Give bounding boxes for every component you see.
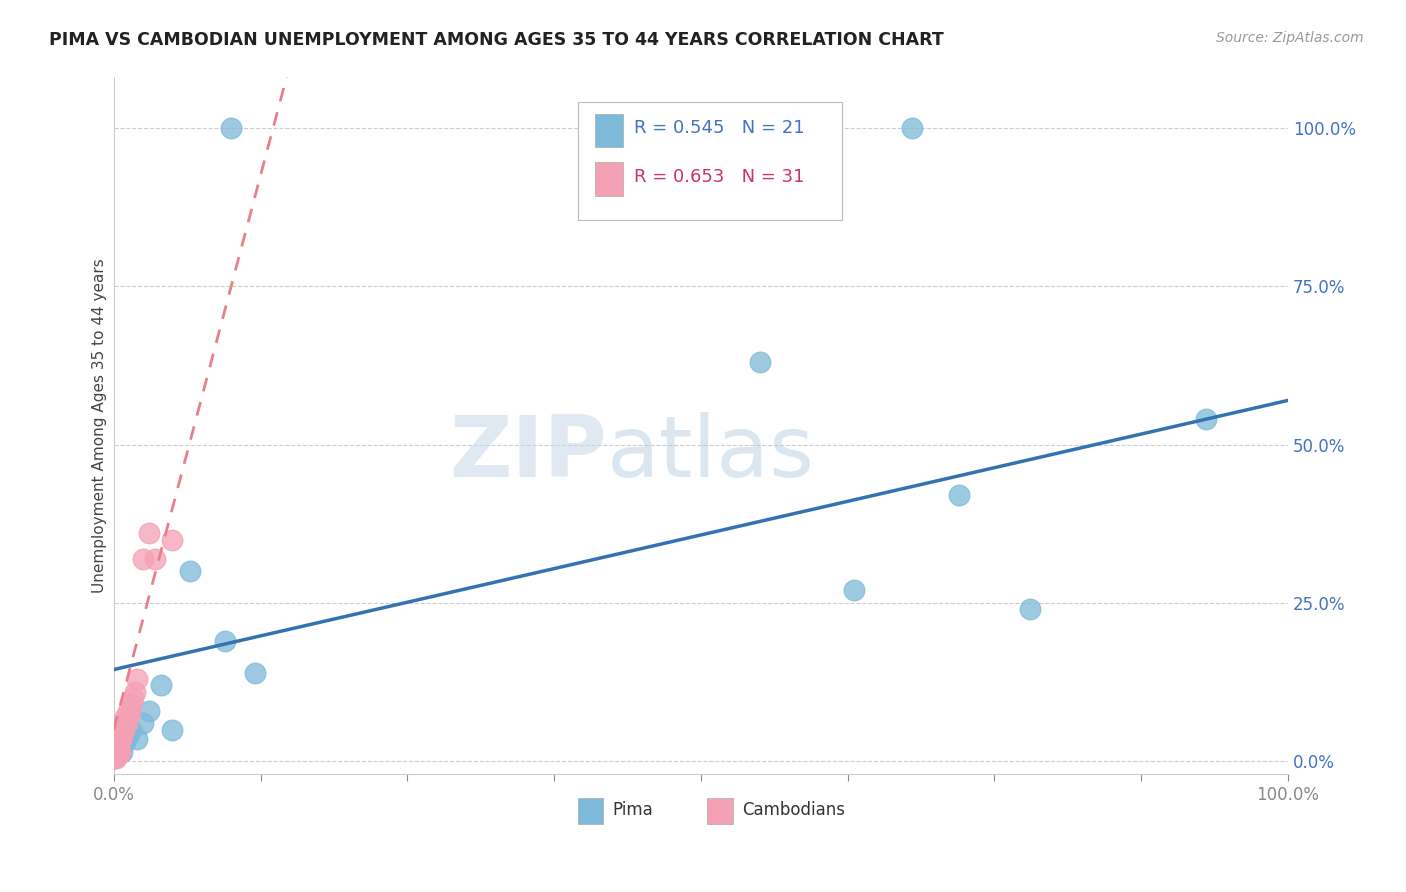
Point (143, 551, 166, 566)
Point (901, 121, 924, 136)
Point (214, 634, 236, 648)
Point (748, 355, 770, 369)
Point (132, 551, 155, 566)
Point (107, 747, 129, 762)
Y-axis label: Unemployment Among Ages 35 to 44 years: Unemployment Among Ages 35 to 44 years (93, 259, 107, 593)
Point (108, 741, 131, 756)
Point (108, 735, 131, 749)
Point (179, 565, 201, 579)
Point (120, 723, 142, 737)
Text: PIMA VS CAMBODIAN UNEMPLOYMENT AMONG AGES 35 TO 44 YEARS CORRELATION CHART: PIMA VS CAMBODIAN UNEMPLOYMENT AMONG AGE… (49, 31, 943, 49)
Point (111, 719, 134, 733)
Point (1195, 412, 1218, 426)
Text: R = 0.545   N = 21: R = 0.545 N = 21 (634, 120, 804, 137)
Point (112, 723, 135, 737)
Point (127, 672, 149, 686)
Point (132, 716, 155, 731)
Point (108, 729, 131, 743)
Point (127, 732, 149, 747)
Point (105, 751, 128, 765)
Text: R = 0.653   N = 31: R = 0.653 N = 31 (634, 168, 804, 186)
Point (121, 691, 143, 706)
Point (117, 729, 139, 743)
Bar (595, 113, 623, 147)
Point (110, 732, 132, 747)
Point (110, 723, 132, 737)
Text: atlas: atlas (607, 412, 815, 495)
Point (149, 678, 172, 692)
Point (104, 751, 127, 765)
Point (105, 745, 128, 759)
Point (105, 747, 128, 762)
Point (108, 741, 131, 756)
Point (120, 706, 142, 721)
Text: Source: ZipAtlas.com: Source: ZipAtlas.com (1216, 31, 1364, 45)
Point (162, 533, 184, 547)
Point (120, 698, 142, 712)
Text: ZIP: ZIP (449, 412, 607, 495)
Point (117, 704, 139, 718)
Point (112, 716, 135, 731)
Point (105, 741, 128, 756)
Point (948, 488, 970, 502)
Point (162, 723, 184, 737)
Bar (707, 797, 733, 824)
Point (219, 121, 242, 136)
Point (115, 716, 138, 731)
Point (243, 665, 266, 680)
Point (114, 710, 136, 724)
Point (108, 745, 131, 759)
Point (114, 735, 136, 749)
Point (111, 726, 134, 740)
Text: Cambodians: Cambodians (742, 801, 845, 819)
Point (842, 583, 865, 598)
Point (138, 526, 160, 541)
Point (111, 745, 134, 759)
Point (124, 684, 146, 698)
Point (107, 732, 129, 747)
Point (104, 747, 127, 762)
Bar (578, 797, 603, 824)
Bar (595, 162, 623, 196)
Point (105, 735, 128, 749)
Point (1018, 602, 1040, 616)
Point (138, 704, 160, 718)
FancyBboxPatch shape (578, 102, 842, 220)
Text: Pima: Pima (613, 801, 654, 819)
Point (107, 739, 129, 753)
